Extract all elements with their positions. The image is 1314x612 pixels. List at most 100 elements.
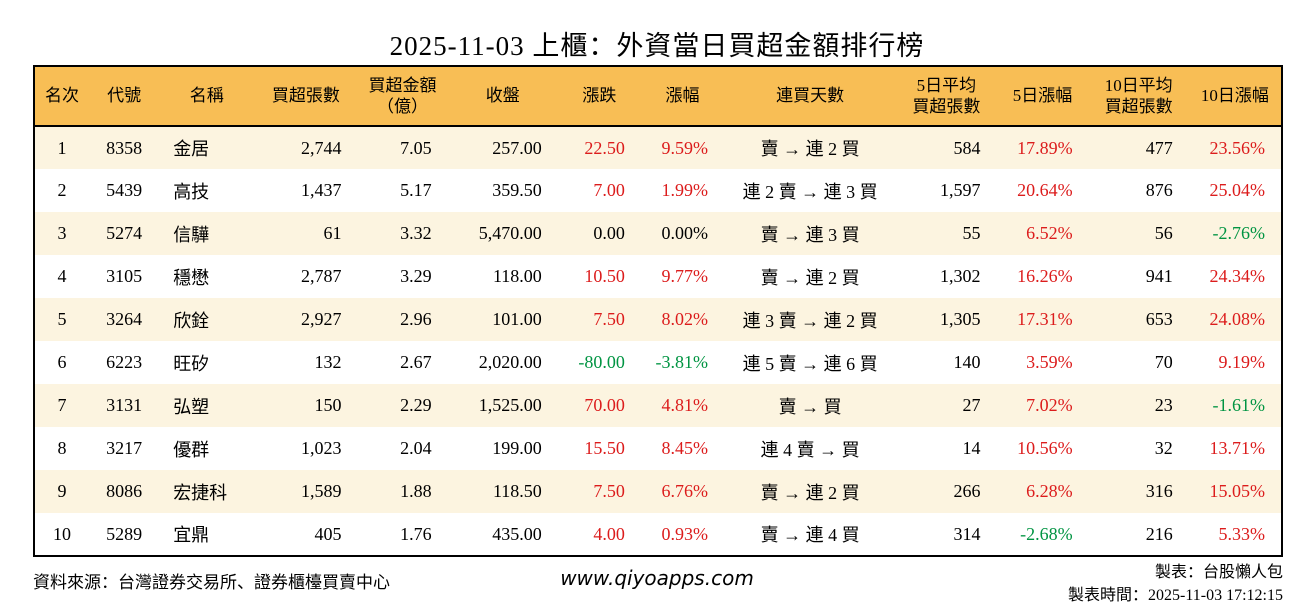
cell-change: 0.00 — [557, 212, 641, 255]
col-code: 代號 — [89, 66, 160, 127]
cell-code: 3264 — [89, 298, 160, 341]
cell-streak: 賣 → 連 2 買 — [724, 470, 897, 513]
cell-pct5: 6.28% — [996, 470, 1089, 513]
cell-amount: 5.17 — [357, 169, 448, 212]
cell-amount: 2.67 — [357, 341, 448, 384]
cell-close: 101.00 — [447, 298, 558, 341]
table-row: 8 3217 優群 1,023 2.04 199.00 15.50 8.45% 連 4 賣 → … — [34, 427, 1282, 470]
made-by: 製表：台股懶人包 — [1154, 564, 1283, 581]
cell-pct10: 24.34% — [1188, 255, 1282, 298]
col-shares: 買超張數 — [254, 66, 358, 127]
table-body: 1 8358 金居 2,744 7.05 257.00 22.50 9.59% 賣 → 連 2 … — [34, 126, 1282, 556]
cell-change: 22.50 — [557, 126, 641, 169]
cell-change: 10.50 — [557, 255, 641, 298]
cell-change_pct: 4.81% — [640, 384, 725, 427]
cell-rank: 6 — [34, 341, 90, 384]
cell-avg5: 27 — [896, 384, 997, 427]
cell-change_pct: 1.99% — [640, 169, 725, 212]
cell-pct10: -1.61% — [1188, 384, 1282, 427]
cell-name: 穩懋 — [159, 255, 255, 298]
cell-name: 信驊 — [159, 212, 255, 255]
cell-name: 欣銓 — [159, 298, 255, 341]
cell-code: 8358 — [89, 126, 160, 169]
cell-code: 8086 — [89, 470, 160, 513]
cell-name: 優群 — [159, 427, 255, 470]
cell-avg10: 941 — [1088, 255, 1189, 298]
cell-close: 1,525.00 — [447, 384, 558, 427]
cell-shares: 1,437 — [254, 169, 358, 212]
col-amount: 買超金額 （億） — [357, 66, 448, 127]
cell-change_pct: 9.59% — [640, 126, 725, 169]
cell-avg10: 316 — [1088, 470, 1189, 513]
col-rank: 名次 — [34, 66, 90, 127]
cell-change_pct: 6.76% — [640, 470, 725, 513]
cell-pct5: 20.64% — [996, 169, 1089, 212]
cell-close: 118.50 — [447, 470, 558, 513]
cell-close: 435.00 — [447, 513, 558, 556]
cell-streak: 賣 → 買 — [724, 384, 897, 427]
cell-amount: 2.96 — [357, 298, 448, 341]
cell-pct5: 7.02% — [996, 384, 1089, 427]
col-avg5: 5日平均 買超張數 — [896, 66, 997, 127]
col-pct5: 5日漲幅 — [996, 66, 1089, 127]
cell-pct5: 6.52% — [996, 212, 1089, 255]
cell-avg5: 1,305 — [896, 298, 997, 341]
cell-pct10: 24.08% — [1188, 298, 1282, 341]
cell-rank: 2 — [34, 169, 90, 212]
cell-rank: 5 — [34, 298, 90, 341]
cell-amount: 3.29 — [357, 255, 448, 298]
cell-shares: 405 — [254, 513, 358, 556]
cell-pct10: 13.71% — [1188, 427, 1282, 470]
col-pct10: 10日漲幅 — [1188, 66, 1282, 127]
cell-change_pct: 9.77% — [640, 255, 725, 298]
cell-pct10: 25.04% — [1188, 169, 1282, 212]
table-row: 2 5439 高技 1,437 5.17 359.50 7.00 1.99% 連 2 賣 → 連… — [34, 169, 1282, 212]
cell-amount: 7.05 — [357, 126, 448, 169]
cell-pct10: 15.05% — [1188, 470, 1282, 513]
col-streak: 連買天數 — [724, 66, 897, 127]
cell-streak: 連 5 賣 → 連 6 買 — [724, 341, 897, 384]
cell-shares: 1,589 — [254, 470, 358, 513]
cell-amount: 2.29 — [357, 384, 448, 427]
header-row: 名次 代號 名稱 買超張數 買超金額 （億） 收盤 漲跌 漲幅 連買天數 5日平… — [34, 66, 1282, 127]
cell-rank: 8 — [34, 427, 90, 470]
cell-code: 6223 — [89, 341, 160, 384]
cell-change_pct: 8.02% — [640, 298, 725, 341]
cell-avg10: 23 — [1088, 384, 1189, 427]
cell-pct10: 5.33% — [1188, 513, 1282, 556]
table-header: 名次 代號 名稱 買超張數 買超金額 （億） 收盤 漲跌 漲幅 連買天數 5日平… — [34, 66, 1282, 127]
cell-amount: 1.76 — [357, 513, 448, 556]
cell-name: 弘塑 — [159, 384, 255, 427]
cell-avg5: 584 — [896, 126, 997, 169]
cell-shares: 150 — [254, 384, 358, 427]
cell-close: 2,020.00 — [447, 341, 558, 384]
col-name: 名稱 — [159, 66, 255, 127]
cell-code: 3131 — [89, 384, 160, 427]
cell-avg5: 1,597 — [896, 169, 997, 212]
table-row: 4 3105 穩懋 2,787 3.29 118.00 10.50 9.77% 賣 → 連 2 … — [34, 255, 1282, 298]
cell-rank: 7 — [34, 384, 90, 427]
cell-pct10: 23.56% — [1188, 126, 1282, 169]
cell-streak: 賣 → 連 2 買 — [724, 126, 897, 169]
col-change: 漲跌 — [557, 66, 641, 127]
cell-pct5: 3.59% — [996, 341, 1089, 384]
cell-change_pct: 0.93% — [640, 513, 725, 556]
cell-avg5: 14 — [896, 427, 997, 470]
cell-change: 7.00 — [557, 169, 641, 212]
cell-avg10: 653 — [1088, 298, 1189, 341]
cell-change_pct: -3.81% — [640, 341, 725, 384]
cell-streak: 賣 → 連 4 買 — [724, 513, 897, 556]
cell-pct5: 10.56% — [996, 427, 1089, 470]
cell-change: 4.00 — [557, 513, 641, 556]
website-url: www.qiyoapps.com — [560, 566, 754, 590]
col-close: 收盤 — [447, 66, 558, 127]
cell-shares: 2,744 — [254, 126, 358, 169]
cell-change: 15.50 — [557, 427, 641, 470]
cell-rank: 4 — [34, 255, 90, 298]
cell-shares: 61 — [254, 212, 358, 255]
cell-rank: 9 — [34, 470, 90, 513]
cell-shares: 132 — [254, 341, 358, 384]
cell-close: 199.00 — [447, 427, 558, 470]
